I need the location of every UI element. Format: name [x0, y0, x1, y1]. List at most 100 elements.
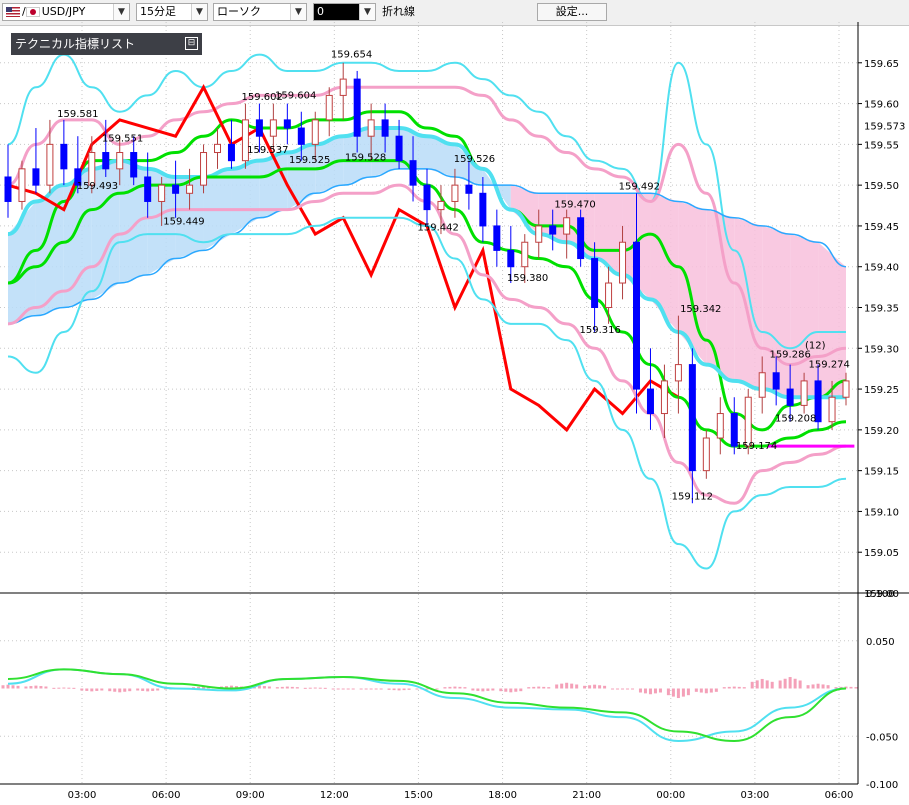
- candle-up: [269, 119, 277, 137]
- candle-down: [409, 160, 417, 186]
- cloud-segment: [63, 168, 92, 308]
- histogram-bar: [806, 685, 810, 689]
- histogram-bar: [448, 686, 452, 689]
- cloud-segment: [762, 225, 791, 398]
- histogram-bar: [547, 687, 551, 689]
- candle-down: [381, 119, 389, 137]
- boll-outer-upper-line: [7, 53, 846, 350]
- y-tick-label: 159.40: [864, 263, 899, 274]
- price-annotation: 159.551: [102, 134, 143, 145]
- us-flag-icon: [6, 7, 20, 17]
- histogram-bar: [616, 688, 620, 690]
- histogram-bar: [267, 686, 271, 689]
- histogram-bar: [537, 686, 541, 689]
- histogram-bar: [671, 688, 675, 697]
- candle-up: [339, 78, 347, 96]
- histogram-bar: [750, 681, 754, 689]
- histogram-bar: [755, 680, 759, 689]
- x-tick-label: 03:00: [68, 790, 97, 801]
- candle-down: [297, 127, 305, 145]
- boll-outer-lower-line: [7, 216, 847, 570]
- candle-up: [367, 119, 375, 137]
- price-annotation: 159.274: [809, 359, 850, 370]
- chevron-down-icon[interactable]: ▼: [359, 4, 375, 20]
- axes: 159.65 159.60 159.55 159.50 159.45 159.40 159.…: [0, 22, 909, 801]
- chevron-down-icon[interactable]: ▼: [191, 4, 207, 20]
- cloud-segment: [482, 168, 511, 210]
- histogram-bar: [95, 688, 99, 691]
- candle-down: [283, 119, 291, 129]
- candle-down: [130, 152, 138, 178]
- chart-kind-select[interactable]: ローソク ▼: [213, 3, 307, 21]
- histogram-bar: [402, 688, 406, 691]
- price-annotation: 159.112: [672, 492, 713, 503]
- histogram-bar: [44, 686, 48, 689]
- y-tick-label: 159.15: [864, 467, 899, 478]
- histogram-bar: [798, 680, 802, 689]
- histogram-bar: [681, 688, 685, 697]
- cloud-segment: [594, 193, 623, 275]
- price-annotation: 159.380: [507, 273, 548, 284]
- histogram-bar: [415, 688, 419, 690]
- candle-up: [744, 396, 752, 447]
- candle-up: [88, 152, 96, 186]
- price-annotations: 159.581159.551159.493159.449159.602159.6…: [57, 50, 850, 503]
- histogram-bar: [151, 688, 155, 691]
- histogram-bar: [34, 685, 38, 689]
- price-annotation: 159.537: [247, 145, 288, 156]
- candle-up: [46, 143, 54, 186]
- candle-up: [674, 364, 682, 382]
- histogram-bar: [626, 688, 630, 690]
- minimize-icon[interactable]: ⊟: [185, 37, 198, 50]
- histogram-bar: [583, 685, 587, 689]
- histogram-bar: [72, 687, 76, 689]
- candle-down: [493, 225, 501, 251]
- color-select-label: 0: [317, 5, 324, 18]
- histogram-bar: [67, 687, 71, 689]
- line-type-label: 折れ線: [382, 5, 415, 18]
- histogram-bar: [737, 686, 741, 689]
- candlesticks: [4, 62, 850, 504]
- price-annotation: 159.442: [417, 222, 458, 233]
- histogram-bar: [192, 687, 196, 689]
- macd-line: [7, 668, 847, 743]
- candle-down: [227, 143, 235, 162]
- price-annotation: 159.602: [242, 92, 283, 103]
- osc-y-tick-label: -0.050: [866, 732, 898, 743]
- indicator-list-panel[interactable]: テクニカル指標リスト ⊟: [11, 33, 202, 55]
- price-annotation: 159.525: [289, 155, 330, 166]
- histogram-bar: [648, 688, 652, 695]
- histogram-bar: [588, 685, 592, 689]
- timeframe-select[interactable]: 15分足 ▼: [136, 3, 208, 21]
- histogram-bar: [136, 688, 140, 691]
- color-select[interactable]: 0 ▼: [313, 3, 376, 21]
- price-annotation: 159.581: [57, 109, 98, 120]
- price-annotation: 159.208: [775, 413, 816, 424]
- settings-button[interactable]: 設定...: [537, 3, 607, 21]
- x-tick-label: 15:00: [404, 790, 433, 801]
- cloud-segment: [427, 136, 455, 177]
- chevron-down-icon[interactable]: ▼: [113, 4, 129, 20]
- price-annotation: 159.604: [275, 90, 316, 101]
- histogram-bar: [118, 688, 122, 693]
- candle-down: [144, 176, 152, 202]
- y-tick-label: 159.65: [864, 59, 899, 70]
- chevron-down-icon[interactable]: ▼: [290, 4, 306, 20]
- histogram-bar: [631, 688, 635, 690]
- candle-up: [18, 168, 26, 202]
- histogram-bar: [369, 688, 373, 690]
- histogram-bar: [262, 686, 266, 689]
- indicator-list-label: テクニカル指標リスト: [15, 37, 136, 51]
- boll-inner-upper-line: [7, 85, 847, 367]
- histogram-bar: [532, 686, 536, 689]
- candle-up: [758, 372, 766, 398]
- histogram-bar: [722, 687, 726, 689]
- osc-y-tick-label: -0.100: [866, 780, 898, 791]
- currency-pair-select[interactable]: / USD/JPY ▼: [2, 3, 130, 21]
- x-tick-label: 18:00: [488, 790, 517, 801]
- histogram-bar: [765, 680, 769, 689]
- candle-down: [423, 184, 431, 211]
- histogram-bar: [295, 687, 299, 689]
- candle-up: [660, 380, 668, 415]
- candle-down: [507, 249, 515, 268]
